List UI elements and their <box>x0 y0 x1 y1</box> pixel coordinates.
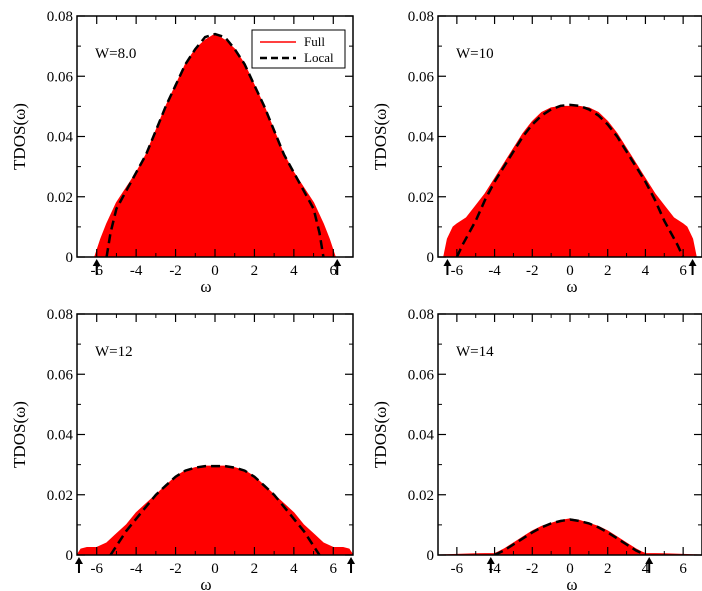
y-tick-label: 0.06 <box>47 69 74 85</box>
plot-area <box>77 464 353 555</box>
y-tick-label: 0.08 <box>408 9 434 25</box>
x-tick-label: 6 <box>330 561 338 577</box>
x-tick-label: 4 <box>290 561 298 577</box>
panel-label: W=14 <box>456 344 494 360</box>
y-axis-label: TDOS(ω) <box>371 401 390 468</box>
x-tick-label: 6 <box>679 561 687 577</box>
edge-arrow-head <box>443 259 452 266</box>
x-tick-label: -6 <box>451 561 464 577</box>
x-tick-label: 0 <box>211 263 219 279</box>
x-tick-label: 0 <box>211 561 219 577</box>
x-tick-label: 2 <box>604 263 612 279</box>
x-tick-label: 4 <box>290 263 298 279</box>
panel-1: 00.020.040.060.08-6-4-20246ωTDOS(ω)W=8.0… <box>10 9 354 296</box>
series-local-line <box>494 518 646 555</box>
x-tick-label: -2 <box>169 561 182 577</box>
edge-arrow-head <box>347 557 356 564</box>
x-tick-label: -4 <box>130 263 143 279</box>
x-tick-label: 4 <box>642 561 650 577</box>
x-tick-label: 6 <box>679 263 687 279</box>
edge-arrow-head <box>74 557 83 564</box>
edge-arrow-head <box>92 259 101 266</box>
x-axis-label: ω <box>566 277 577 296</box>
y-tick-label: 0.02 <box>408 488 434 504</box>
y-tick-label: 0 <box>66 548 74 564</box>
y-tick-label: 0.08 <box>47 9 73 25</box>
x-tick-label: 0 <box>566 561 574 577</box>
x-tick-label: -2 <box>526 561 539 577</box>
x-tick-label: 2 <box>251 263 259 279</box>
y-tick-label: 0.06 <box>47 367 74 383</box>
y-axis-label: TDOS(ω) <box>371 103 390 170</box>
series-full-area <box>443 105 697 257</box>
y-tick-label: 0.08 <box>408 307 434 323</box>
x-tick-label: 0 <box>566 263 574 279</box>
x-tick-label: -6 <box>90 561 103 577</box>
series-local-line <box>109 464 321 555</box>
edge-arrow-head <box>333 259 342 266</box>
y-tick-label: 0 <box>427 548 435 564</box>
y-tick-label: 0.04 <box>408 428 435 444</box>
y-tick-label: 0.06 <box>408 69 435 85</box>
x-tick-label: -2 <box>169 263 182 279</box>
x-tick-label: -4 <box>488 263 501 279</box>
y-tick-label: 0.02 <box>47 190 73 206</box>
panel-3: 0 0.02 0.04 0.06 0.08 -6 -4 -2 0 2 4 6 ω TDOS(ω) W=12 <box>10 307 356 591</box>
edge-arrow-head <box>645 557 654 564</box>
x-axis-label: ω <box>566 575 577 591</box>
x-tick-label: -4 <box>130 561 143 577</box>
x-axis-label: ω <box>200 277 211 296</box>
edge-arrow-head <box>688 259 697 266</box>
x-tick-label: -6 <box>451 263 464 279</box>
y-tick-label: 0.02 <box>408 190 434 206</box>
series-full-area <box>94 33 336 257</box>
y-axis-label: TDOS(ω) <box>10 401 29 468</box>
panel-2: 0 0.02 0.04 0.06 0.08 -6 -4 -2 0 2 4 6 ω TDOS(ω) W=10 <box>371 9 702 296</box>
legend-entry-label: Local <box>304 50 334 65</box>
series-local-line <box>105 32 325 257</box>
y-tick-label: 0 <box>66 250 74 266</box>
x-axis-label: ω <box>200 575 211 591</box>
y-tick-label: 0.04 <box>47 428 74 444</box>
y-tick-label: 0.06 <box>408 367 435 383</box>
edge-arrow-head <box>486 557 495 564</box>
series-local-line <box>455 103 685 257</box>
x-tick-label: 2 <box>251 561 259 577</box>
panel-label: W=8.0 <box>95 46 136 62</box>
y-tick-label: 0.08 <box>47 307 73 323</box>
plot-area <box>94 32 336 257</box>
x-tick-label: 4 <box>642 263 650 279</box>
plot-area <box>438 518 702 555</box>
x-tick-label: -2 <box>526 263 539 279</box>
plot-area <box>443 103 697 257</box>
x-tick-label: 2 <box>604 561 612 577</box>
y-tick-label: 0.02 <box>47 488 73 504</box>
legend-entry-label: Full <box>304 34 325 49</box>
y-tick-label: 0.04 <box>408 130 435 146</box>
y-axis-label: TDOS(ω) <box>10 103 29 170</box>
y-tick-label: 0 <box>427 250 435 266</box>
legend-box <box>251 29 346 69</box>
panel-label: W=10 <box>456 46 494 62</box>
y-tick-label: 0.04 <box>47 130 74 146</box>
panel-label: W=12 <box>95 344 133 360</box>
x-tick-label: 6 <box>330 263 338 279</box>
